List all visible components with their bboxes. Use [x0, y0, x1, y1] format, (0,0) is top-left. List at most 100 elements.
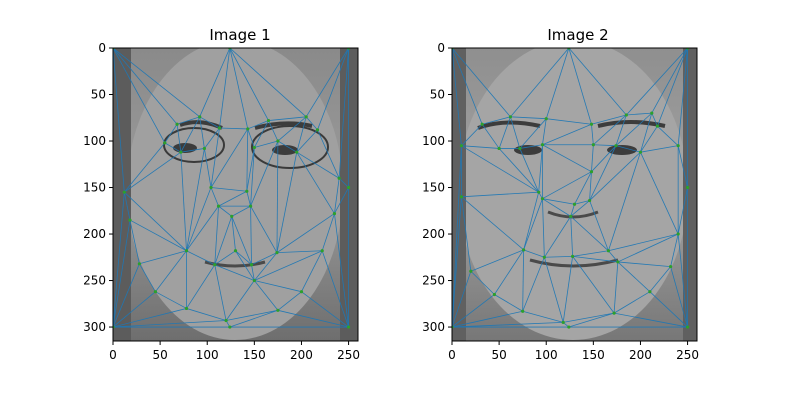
landmark-point [561, 320, 565, 324]
landmark-point [128, 218, 132, 222]
triangulation-edge [334, 178, 340, 214]
y-tick-label: 200 [422, 227, 445, 241]
triangulation-edge [452, 271, 472, 328]
triangulation-edge [254, 280, 302, 293]
triangulation-edge [176, 116, 200, 125]
triangulation-edge [250, 206, 252, 265]
triangulation-edge [461, 191, 539, 198]
triangulation-edge [186, 264, 216, 309]
landmark-point [638, 150, 643, 154]
plot-frame-2 [451, 47, 698, 342]
landmark-point [469, 269, 473, 273]
triangulation-edge [199, 116, 220, 129]
landmark-point [521, 309, 525, 313]
triangulation-edge [124, 191, 187, 252]
triangulation-edge [231, 216, 236, 251]
landmark-point [217, 126, 222, 130]
landmark-point [266, 118, 271, 123]
landmark-point [346, 325, 351, 329]
triangulation-edge [210, 127, 220, 188]
triangulation-edge [498, 116, 511, 149]
x-tick-label: 100 [535, 348, 558, 362]
triangulation-edge [214, 264, 227, 321]
triangulation-edge [545, 48, 570, 119]
landmark-point [591, 143, 595, 147]
triangulation-edge [470, 249, 524, 272]
triangulation-edge [452, 310, 523, 328]
triangulation-edge [250, 140, 279, 207]
triangulation-edge [544, 255, 573, 258]
y-tick-label: 0 [437, 41, 445, 55]
landmark-point [685, 185, 690, 190]
triangulation-edge [123, 142, 166, 193]
landmark-point [122, 190, 126, 194]
y-axis-2: 0 50 100 150 200 250 300 [422, 41, 452, 334]
triangulation-edges-2 [452, 48, 688, 328]
triangulation-edge [589, 151, 641, 201]
triangulation-edge [219, 48, 231, 129]
y-tick-label: 100 [83, 134, 106, 148]
triangulation-edge [617, 261, 651, 292]
triangulation-edge [186, 148, 205, 251]
landmark-point [346, 185, 351, 190]
triangulation-edge [254, 250, 323, 281]
landmark-point [320, 249, 324, 253]
triangulation-edge [251, 264, 255, 281]
triangulation-edge [186, 250, 215, 266]
triangulation-edge [113, 48, 178, 125]
triangulation-edge [608, 152, 641, 251]
landmark-point [224, 318, 228, 323]
triangulation-edge [523, 192, 540, 250]
landmark-point [337, 176, 341, 180]
landmark-point [230, 214, 234, 218]
landmark-point [459, 144, 464, 148]
landmark-points-2 [452, 48, 690, 329]
landmark-point [275, 251, 279, 255]
triangulation-edge [626, 112, 652, 116]
triangulation-edge [301, 250, 323, 292]
triangulation-edge [651, 48, 688, 114]
triangulation-edge [231, 216, 252, 265]
triangulation-edge [247, 120, 269, 130]
triangulation-edge [296, 116, 307, 153]
triangulation-edge [640, 152, 679, 235]
triangulation-edge [593, 144, 616, 147]
triangulation-edge [246, 128, 249, 192]
landmark-point [175, 122, 179, 126]
x-tick-label: 250 [676, 348, 699, 362]
landmark-point [669, 264, 673, 269]
face-photo-1 [113, 48, 358, 341]
landmark-point [252, 145, 256, 150]
triangulation-edge [113, 48, 200, 118]
landmark-point [299, 290, 304, 294]
triangulation-edge [670, 233, 679, 267]
triangulation-edge [113, 320, 227, 328]
landmark-point [537, 190, 541, 194]
triangulation-edge [498, 148, 539, 193]
landmark-point [518, 146, 522, 151]
chart-title-2: Image 2 [547, 26, 608, 44]
triangulation-edge [210, 187, 247, 192]
triangulation-edge [338, 177, 349, 188]
triangulation-edge [124, 151, 182, 193]
triangulation-edge [461, 145, 539, 193]
triangulation-edge [482, 116, 511, 125]
triangulation-edge [522, 249, 525, 312]
landmark-point [648, 290, 652, 294]
triangulation-edge [452, 294, 495, 328]
landmark-point [137, 262, 141, 266]
triangulation-edge [296, 151, 340, 179]
y-tick-label: 100 [422, 134, 445, 148]
triangulation-edge [568, 48, 627, 116]
landmark-point [624, 113, 628, 117]
landmark-point [304, 115, 308, 119]
triangulation-edge [570, 204, 575, 217]
triangulation-edge [250, 205, 278, 253]
landmark-point [233, 249, 238, 253]
y-tick-label: 0 [98, 41, 106, 55]
y-axis-1: 0 50 100 150 200 250 300 [83, 41, 113, 334]
mesh-layer-1 [113, 48, 351, 329]
triangulation-edge [214, 250, 236, 266]
triangulation-edge [510, 48, 570, 118]
triangulation-edge [519, 144, 543, 149]
